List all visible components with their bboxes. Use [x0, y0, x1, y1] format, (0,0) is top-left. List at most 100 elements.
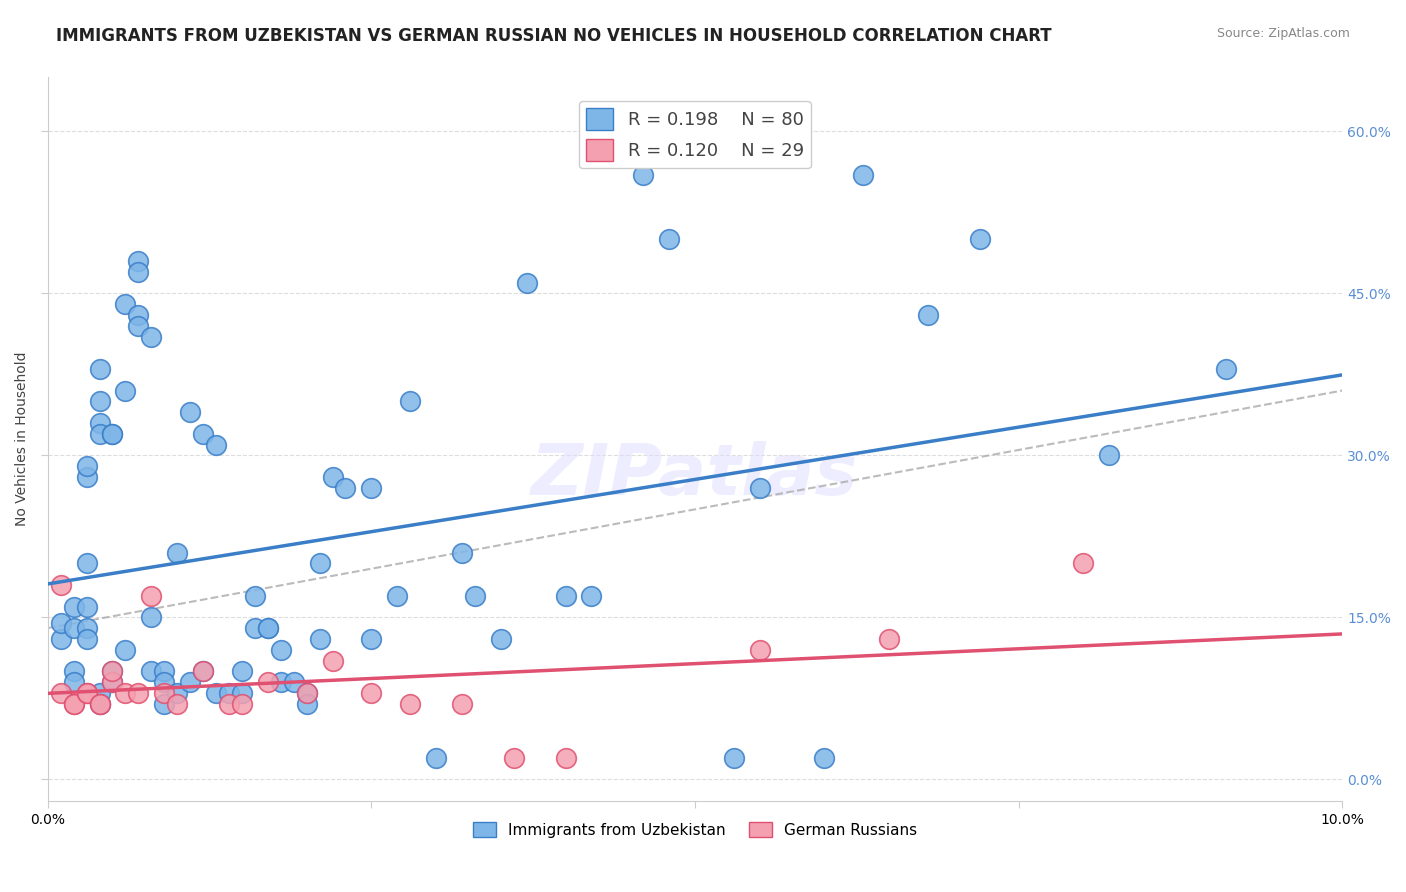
Point: [153, 686, 176, 700]
Point: [748, 642, 770, 657]
Point: [141, 329, 163, 343]
Point: [360, 632, 382, 646]
Point: [179, 405, 201, 419]
Point: [502, 750, 524, 764]
Point: [127, 265, 149, 279]
Point: [1215, 362, 1237, 376]
Point: [270, 675, 292, 690]
Point: [335, 481, 357, 495]
Point: [179, 675, 201, 690]
Point: [89, 426, 111, 441]
Point: [76, 470, 98, 484]
Legend: Immigrants from Uzbekistan, German Russians: Immigrants from Uzbekistan, German Russi…: [467, 815, 924, 844]
Point: [360, 481, 382, 495]
Point: [360, 686, 382, 700]
Text: IMMIGRANTS FROM UZBEKISTAN VS GERMAN RUSSIAN NO VEHICLES IN HOUSEHOLD CORRELATIO: IMMIGRANTS FROM UZBEKISTAN VS GERMAN RUS…: [56, 27, 1052, 45]
Point: [748, 481, 770, 495]
Point: [295, 697, 318, 711]
Point: [581, 589, 603, 603]
Point: [76, 599, 98, 614]
Point: [191, 665, 214, 679]
Point: [399, 394, 422, 409]
Point: [554, 589, 576, 603]
Point: [723, 750, 745, 764]
Point: [256, 621, 278, 635]
Point: [62, 697, 84, 711]
Point: [969, 232, 991, 246]
Point: [76, 686, 98, 700]
Point: [89, 686, 111, 700]
Point: [322, 653, 344, 667]
Point: [464, 589, 486, 603]
Point: [631, 168, 654, 182]
Point: [205, 437, 228, 451]
Point: [308, 632, 330, 646]
Text: ZIPatlas: ZIPatlas: [531, 441, 859, 510]
Point: [166, 686, 188, 700]
Point: [49, 578, 72, 592]
Point: [76, 459, 98, 474]
Point: [49, 686, 72, 700]
Point: [114, 642, 136, 657]
Point: [1098, 448, 1121, 462]
Point: [101, 665, 124, 679]
Point: [114, 686, 136, 700]
Point: [114, 297, 136, 311]
Point: [89, 697, 111, 711]
Point: [218, 697, 240, 711]
Point: [89, 697, 111, 711]
Point: [218, 686, 240, 700]
Point: [256, 675, 278, 690]
Point: [141, 610, 163, 624]
Point: [62, 599, 84, 614]
Point: [101, 426, 124, 441]
Y-axis label: No Vehicles in Household: No Vehicles in Household: [15, 352, 30, 526]
Point: [295, 686, 318, 700]
Point: [101, 426, 124, 441]
Point: [166, 697, 188, 711]
Point: [231, 665, 253, 679]
Point: [813, 750, 835, 764]
Point: [62, 675, 84, 690]
Point: [89, 416, 111, 430]
Text: Source: ZipAtlas.com: Source: ZipAtlas.com: [1216, 27, 1350, 40]
Point: [62, 621, 84, 635]
Point: [243, 621, 266, 635]
Point: [399, 697, 422, 711]
Point: [516, 276, 538, 290]
Point: [877, 632, 900, 646]
Point: [141, 665, 163, 679]
Point: [127, 308, 149, 322]
Point: [231, 686, 253, 700]
Point: [1073, 557, 1095, 571]
Point: [852, 168, 875, 182]
Point: [489, 632, 512, 646]
Point: [270, 642, 292, 657]
Point: [191, 665, 214, 679]
Point: [322, 470, 344, 484]
Point: [205, 686, 228, 700]
Point: [62, 697, 84, 711]
Point: [114, 384, 136, 398]
Point: [127, 686, 149, 700]
Point: [153, 697, 176, 711]
Point: [451, 545, 474, 559]
Point: [141, 589, 163, 603]
Point: [76, 557, 98, 571]
Point: [283, 675, 305, 690]
Point: [256, 621, 278, 635]
Point: [425, 750, 447, 764]
Point: [101, 675, 124, 690]
Point: [231, 697, 253, 711]
Point: [308, 557, 330, 571]
Point: [89, 697, 111, 711]
Point: [387, 589, 409, 603]
Point: [243, 589, 266, 603]
Point: [153, 665, 176, 679]
Point: [166, 545, 188, 559]
Point: [76, 621, 98, 635]
Point: [917, 308, 939, 322]
Point: [127, 254, 149, 268]
Point: [554, 750, 576, 764]
Point: [89, 394, 111, 409]
